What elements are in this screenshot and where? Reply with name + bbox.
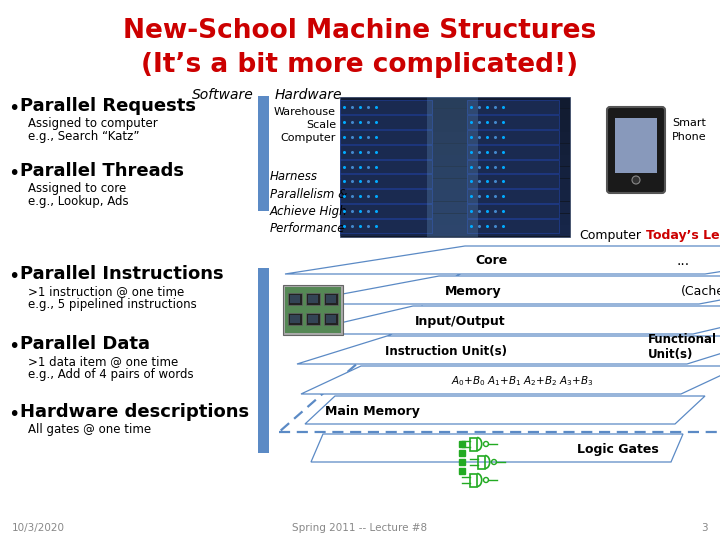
Bar	[615, 118, 657, 173]
Text: Software: Software	[192, 88, 254, 102]
Text: All gates @ one time: All gates @ one time	[28, 423, 151, 436]
Text: Logic Gates: Logic Gates	[577, 442, 659, 456]
Text: Main Memory: Main Memory	[325, 404, 420, 417]
Text: e.g., 5 pipelined instructions: e.g., 5 pipelined instructions	[28, 298, 197, 311]
Text: $A_0{+}B_0\ A_1{+}B_1\ A_2{+}B_2\ A_3{+}B_3$: $A_0{+}B_0\ A_1{+}B_1\ A_2{+}B_2\ A_3{+}…	[451, 374, 594, 388]
Text: 10/3/2020: 10/3/2020	[12, 523, 65, 533]
Text: •: •	[8, 405, 19, 424]
Bar	[288, 293, 302, 305]
Bar	[340, 130, 432, 144]
Bar	[308, 295, 318, 303]
Bar	[340, 204, 432, 218]
Bar	[340, 190, 432, 203]
Text: Computer: Computer	[580, 229, 642, 242]
Text: Memory: Memory	[445, 285, 502, 298]
Text: Parallel Requests: Parallel Requests	[20, 97, 196, 115]
Polygon shape	[293, 306, 720, 334]
Bar	[308, 315, 318, 323]
Bar	[285, 287, 341, 333]
Bar	[340, 219, 432, 233]
Text: Smart
Phone: Smart Phone	[672, 118, 706, 142]
Text: >1 data item @ one time: >1 data item @ one time	[28, 355, 179, 368]
Text: New-School Machine Structures: New-School Machine Structures	[123, 18, 597, 44]
Bar	[340, 174, 432, 188]
Bar	[467, 159, 559, 173]
Polygon shape	[301, 366, 720, 394]
Polygon shape	[305, 396, 705, 424]
Bar	[324, 313, 338, 325]
Text: •: •	[8, 337, 19, 356]
Text: Hardware descriptions: Hardware descriptions	[20, 403, 249, 421]
Bar	[290, 295, 300, 303]
Bar	[340, 179, 570, 190]
Bar	[288, 313, 302, 325]
Polygon shape	[311, 434, 683, 462]
Bar	[306, 293, 320, 305]
Bar	[467, 190, 559, 203]
Text: e.g., Lookup, Ads: e.g., Lookup, Ads	[28, 195, 129, 208]
Bar	[340, 145, 432, 159]
Text: Hardware: Hardware	[275, 88, 343, 102]
Bar	[258, 268, 269, 453]
Bar	[467, 100, 559, 114]
Text: Spring 2011 -- Lecture #8: Spring 2011 -- Lecture #8	[292, 523, 428, 533]
Bar	[467, 130, 559, 144]
Text: e.g., Search “Katz”: e.g., Search “Katz”	[28, 130, 140, 143]
Bar	[428, 97, 478, 237]
Bar	[258, 96, 269, 211]
Bar	[340, 97, 570, 108]
Bar	[467, 174, 559, 188]
Text: •: •	[8, 99, 19, 118]
Bar	[324, 293, 338, 305]
Bar	[340, 167, 570, 178]
Bar	[326, 315, 336, 323]
Text: Assigned to core: Assigned to core	[28, 182, 126, 195]
Text: Instruction Unit(s): Instruction Unit(s)	[385, 345, 507, 357]
Bar	[340, 202, 570, 213]
Polygon shape	[289, 276, 720, 304]
Bar	[340, 132, 570, 143]
Text: Parallel Data: Parallel Data	[20, 335, 150, 353]
Bar	[467, 219, 559, 233]
Bar	[340, 225, 570, 237]
Text: Today’s Lecture: Today’s Lecture	[647, 229, 720, 242]
Bar	[467, 145, 559, 159]
Text: (Cache): (Cache)	[681, 285, 720, 298]
Bar	[290, 315, 300, 323]
Text: Parallel Threads: Parallel Threads	[20, 162, 184, 180]
Text: Harness
Parallelism &
Achieve High
Performance: Harness Parallelism & Achieve High Perfo…	[270, 170, 348, 235]
Text: Input/Output: Input/Output	[415, 314, 505, 327]
Bar	[340, 97, 570, 237]
Bar	[467, 204, 559, 218]
Bar	[340, 100, 432, 114]
Polygon shape	[285, 246, 720, 274]
Bar	[306, 313, 320, 325]
Text: •: •	[8, 164, 19, 183]
Text: Assigned to computer: Assigned to computer	[28, 117, 158, 130]
Text: Core: Core	[475, 254, 508, 267]
Text: >1 instruction @ one time: >1 instruction @ one time	[28, 285, 184, 298]
Bar	[326, 295, 336, 303]
Text: ...: ...	[677, 254, 690, 268]
Text: e.g., Add of 4 pairs of words: e.g., Add of 4 pairs of words	[28, 368, 194, 381]
Bar	[340, 144, 570, 155]
Text: Parallel Instructions: Parallel Instructions	[20, 265, 224, 283]
Text: •: •	[8, 267, 19, 286]
Bar	[340, 190, 570, 201]
Polygon shape	[297, 336, 720, 364]
Text: Warehouse
Scale
Computer: Warehouse Scale Computer	[274, 107, 336, 143]
Bar	[467, 115, 559, 129]
Bar	[340, 214, 570, 225]
Bar	[340, 156, 570, 166]
Bar	[340, 115, 432, 129]
Bar	[340, 120, 570, 132]
Circle shape	[632, 176, 640, 184]
FancyBboxPatch shape	[607, 107, 665, 193]
Text: 3: 3	[701, 523, 708, 533]
Bar	[283, 285, 343, 335]
Bar	[340, 109, 570, 120]
Text: Functional
Unit(s): Functional Unit(s)	[648, 333, 717, 361]
Text: (It’s a bit more complicated!): (It’s a bit more complicated!)	[141, 52, 579, 78]
Bar	[340, 159, 432, 173]
